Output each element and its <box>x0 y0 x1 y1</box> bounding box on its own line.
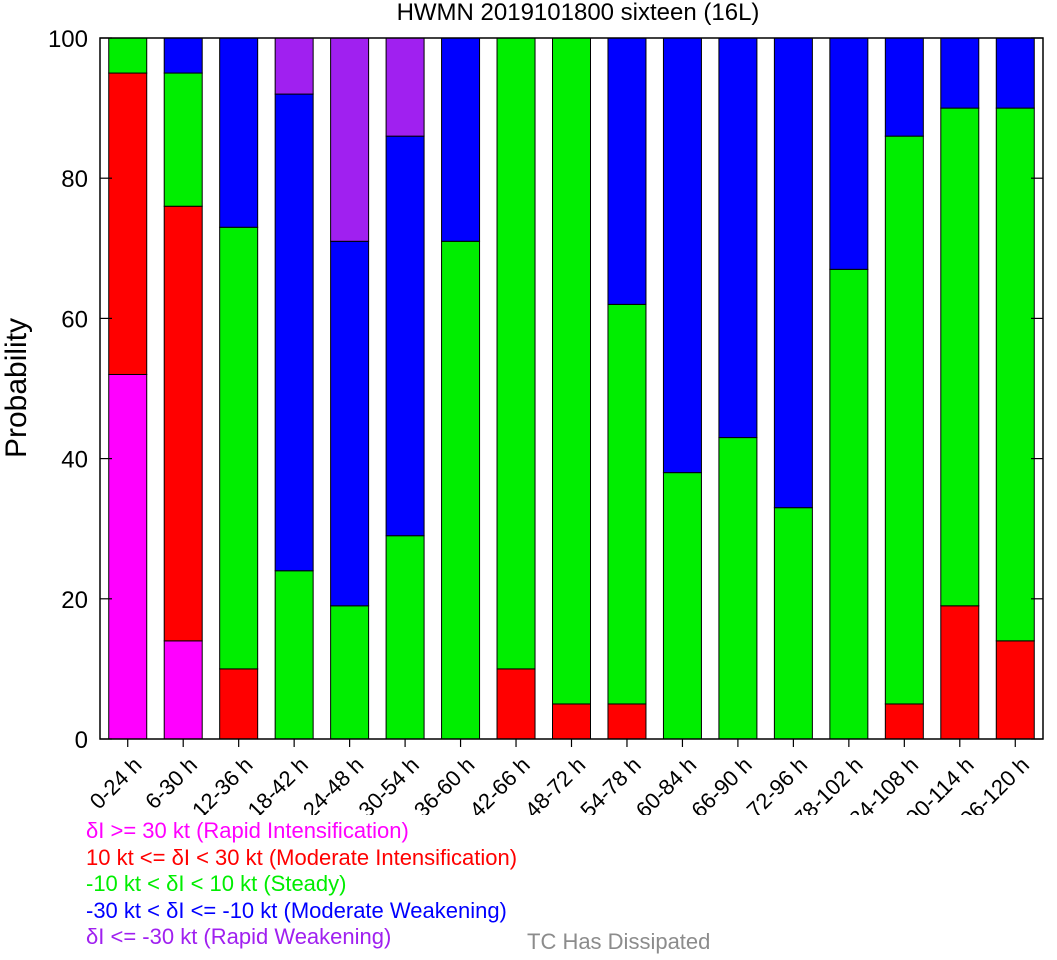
bar-84-108h-series-3 <box>884 37 924 137</box>
bar-42-66h-series-2 <box>496 37 536 670</box>
bar-66-90h-series-3 <box>718 37 758 439</box>
y-tick-label-20: 20 <box>61 587 88 614</box>
bar-6-30h-series-1 <box>163 205 203 642</box>
bar-54-78h-series-2 <box>607 303 647 705</box>
bar-36-60h-series-2 <box>441 240 481 740</box>
bar-12-36h-series-3 <box>219 37 259 228</box>
bar-90-114h-series-2 <box>940 107 980 607</box>
bar-48-72h-series-1 <box>552 703 591 740</box>
bar-6-30h-series-3 <box>163 37 203 74</box>
y-ticks-group: 0 20 40 60 80 100 <box>48 26 1043 754</box>
y-tick-label-40: 40 <box>61 447 88 474</box>
legend-item-rapid-intensification: δI >= 30 kt (Rapid Intensification) <box>86 818 409 843</box>
bar-66-90h-series-2 <box>718 437 758 740</box>
bar-54-78h-series-1 <box>607 703 647 740</box>
y-tick-label-80: 80 <box>61 166 88 193</box>
bars-group <box>108 37 1035 740</box>
bar-96-120h-series-2 <box>995 107 1035 642</box>
bar-0-24h-series-0 <box>108 373 148 740</box>
bar-48-72h-series-2 <box>552 37 591 705</box>
bar-0-24h-series-1 <box>108 72 148 375</box>
bar-30-54h-series-3 <box>385 135 425 537</box>
bar-42-66h-series-1 <box>496 668 536 740</box>
bar-18-42h-series-2 <box>274 570 314 740</box>
bar-30-54h-series-2 <box>385 535 425 740</box>
x-ticks-group: 0-24 h6-30 h12-36 h18-42 h24-48 h30-54 h… <box>85 739 1034 815</box>
legend-item-moderate-weakening: -30 kt < δI <= -10 kt (Moderate Weakenin… <box>86 897 507 923</box>
legend-item-moderate-intensification: 10 kt <= δI < 30 kt (Moderate Intensific… <box>86 844 518 870</box>
bar-12-36h-series-1 <box>219 668 259 740</box>
bar-96-120h-series-3 <box>995 37 1035 109</box>
stacked-bar-chart: HWMN 2019101800 sixteen (16L) Probabilit… <box>0 0 1044 815</box>
bar-78-102h-series-3 <box>829 37 869 270</box>
legend-item-dissipated: TC Has Dissipated <box>527 929 711 954</box>
bar-84-108h-series-1 <box>884 703 924 740</box>
y-tick-label-0: 0 <box>75 727 88 754</box>
x-tick-label-0: 0-24 h <box>85 752 147 814</box>
bar-12-36h-series-2 <box>219 226 259 670</box>
bar-6-30h-series-0 <box>163 640 203 740</box>
bar-0-24h-series-2 <box>108 37 148 74</box>
bar-72-96h-series-2 <box>773 507 813 740</box>
bar-54-78h-series-3 <box>607 37 647 305</box>
y-axis-label: Probability <box>0 318 33 458</box>
bar-24-48h-series-2 <box>330 605 370 740</box>
bar-90-114h-series-3 <box>940 37 980 109</box>
bar-24-48h-series-4 <box>330 37 370 242</box>
bar-78-102h-series-2 <box>829 268 869 740</box>
y-tick-label-60: 60 <box>61 306 88 333</box>
bar-24-48h-series-3 <box>330 240 370 607</box>
legend-item-steady: -10 kt < δI < 10 kt (Steady) <box>86 871 347 896</box>
bar-84-108h-series-2 <box>884 135 924 705</box>
legend-item-rapid-weakening: δI <= -30 kt (Rapid Weakening) <box>86 924 392 949</box>
bar-18-42h-series-4 <box>274 37 314 95</box>
y-tick-label-100: 100 <box>48 26 88 53</box>
bar-60-84h-series-3 <box>662 37 702 474</box>
bar-72-96h-series-3 <box>773 37 813 509</box>
bar-96-120h-series-1 <box>995 640 1035 740</box>
bar-6-30h-series-2 <box>163 72 203 207</box>
bar-18-42h-series-3 <box>274 93 314 572</box>
bar-36-60h-series-3 <box>441 37 481 242</box>
legend: δI >= 30 kt (Rapid Intensification) 10 k… <box>86 818 517 951</box>
bar-30-54h-series-4 <box>385 37 425 137</box>
bar-90-114h-series-1 <box>940 605 980 740</box>
bar-60-84h-series-2 <box>662 472 702 740</box>
chart-title: HWMN 2019101800 sixteen (16L) <box>397 0 760 26</box>
